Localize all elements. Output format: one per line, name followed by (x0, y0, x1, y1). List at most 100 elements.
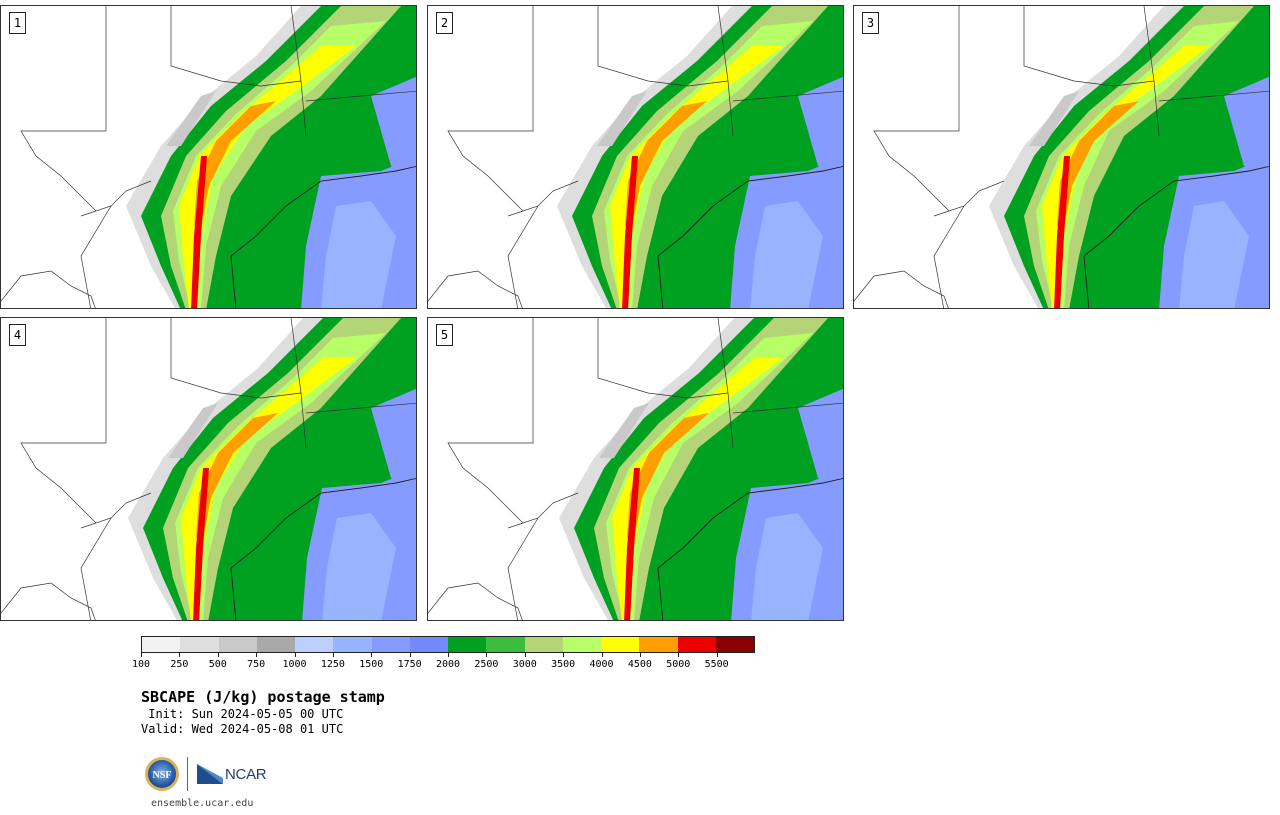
colorbar-tick-label: 5000 (666, 659, 691, 670)
colorbar-tick-label: 750 (247, 659, 266, 670)
coastline (230, 477, 416, 569)
colorbar-segment (715, 637, 754, 652)
cape-gulf-1250 (322, 513, 396, 620)
colorbar-segment (180, 637, 219, 652)
colorbar-tick (294, 653, 296, 657)
cape-band-5000 (622, 156, 638, 308)
coastline-south (1083, 255, 1090, 308)
colorbar-segment (333, 637, 372, 652)
colorbar-ticks: 100 250 500 750 1000 1250 1500 1750 2000 2500 3000… (132, 653, 755, 677)
cape-gulf-1250 (751, 513, 823, 620)
coastline (1083, 165, 1269, 257)
coastline (230, 165, 416, 257)
ensemble-member-panel-4: 4 (0, 317, 417, 621)
nsf-logo-text: NSF (153, 770, 172, 781)
cape-ne-1500 (798, 388, 843, 488)
colorbar-tick-label: 250 (170, 659, 189, 670)
cape-band-3000 (594, 318, 828, 620)
ncar-logo-icon (197, 764, 223, 784)
colorbar (141, 636, 755, 653)
colorbar-segment (142, 637, 181, 652)
colorbar-segment (562, 637, 601, 652)
colorbar-segment (601, 637, 640, 652)
colorbar-tick (217, 653, 219, 657)
cape-ne-1500 (371, 76, 416, 176)
coastline (657, 165, 843, 257)
colorbar-tick (486, 653, 488, 657)
colorbar-tick (409, 653, 411, 657)
colorbar-tick (179, 653, 181, 657)
colorbar-segment (371, 637, 410, 652)
colorbar-tick (716, 653, 718, 657)
cape-gulf-1250 (750, 201, 823, 308)
colorbar-tick-label: 2000 (435, 659, 461, 670)
ncar-logo: NCAR (197, 762, 267, 786)
cape-band-3000 (592, 6, 828, 308)
cape-band-3000 (1024, 6, 1254, 308)
state-borders (1, 318, 416, 620)
cape-gulf-1250 (321, 201, 396, 308)
member-number-4: 4 (9, 324, 26, 346)
cape-gulf-1250 (1179, 201, 1249, 308)
ensemble-member-panel-5: 5 (427, 317, 844, 621)
member-number-3: 3 (862, 12, 879, 34)
colorbar-tick (601, 653, 603, 657)
state-borders (428, 318, 843, 620)
state-borders (854, 6, 1269, 308)
colorbar-tick (256, 653, 258, 657)
colorbar-tick-label: 4500 (627, 659, 652, 670)
site-url: ensemble.ucar.edu (151, 798, 254, 809)
plot-title: SBCAPE (J/kg) postage stamp (141, 688, 385, 706)
colorbar-tick (639, 653, 641, 657)
colorbar-tick-label: 500 (208, 659, 227, 670)
state-borders (1, 6, 416, 308)
colorbar-tick-label: 3000 (512, 659, 537, 670)
cape-band-3000 (161, 6, 401, 308)
colorbar-tick (563, 653, 565, 657)
colorbar-segment (295, 637, 334, 652)
coastline-south (657, 255, 664, 308)
colorbar-tick-label: 2500 (474, 659, 499, 670)
colorbar-tick (448, 653, 449, 657)
valid-time: Valid: Wed 2024-05-08 01 UTC (141, 722, 344, 736)
sbcape-map-1 (1, 6, 416, 308)
sbcape-map-4 (1, 318, 416, 620)
coastline-south (230, 567, 237, 620)
colorbar-segment (409, 637, 448, 652)
colorbar-tick-label: 1250 (320, 659, 345, 670)
cape-ne-1500 (371, 388, 416, 488)
nsf-logo-icon: NSF (145, 757, 179, 791)
colorbar-segment (256, 637, 295, 652)
colorbar-tick-label: 1750 (397, 659, 422, 670)
cape-ne-1500 (798, 76, 843, 176)
colorbar-tick (371, 653, 373, 657)
colorbar-segment (486, 637, 525, 652)
sbcape-map-3 (854, 6, 1269, 308)
colorbar-tick (141, 653, 142, 657)
colorbar-segment (639, 637, 678, 652)
ensemble-member-panel-3: 3 (853, 5, 1270, 309)
cape-band-5000 (624, 468, 640, 620)
member-number-1: 1 (9, 12, 26, 34)
coastline (657, 477, 843, 569)
member-number-2: 2 (436, 12, 453, 34)
ensemble-member-panel-1: 1 (0, 5, 417, 309)
colorbar-tick-label: 5500 (704, 659, 729, 670)
colorbar-tick-label: 1500 (359, 659, 384, 670)
colorbar-tick (524, 653, 526, 657)
colorbar-segment (218, 637, 257, 652)
logo-divider (187, 757, 188, 791)
colorbar-segment (448, 637, 487, 652)
cape-band-5000 (193, 468, 209, 620)
sbcape-map-2 (428, 6, 843, 308)
init-time: Init: Sun 2024-05-05 00 UTC (141, 707, 344, 721)
cape-band-3000 (163, 318, 401, 620)
ncar-logo-text: NCAR (225, 765, 267, 783)
colorbar-segment (677, 637, 716, 652)
cape-fringe-light (166, 91, 216, 146)
cape-fringe-light (1029, 91, 1079, 146)
cape-fringe-light (168, 403, 218, 458)
cape-band-5000 (1054, 156, 1070, 308)
colorbar-tick (678, 653, 680, 657)
colorbar-tick-label: 3500 (551, 659, 576, 670)
